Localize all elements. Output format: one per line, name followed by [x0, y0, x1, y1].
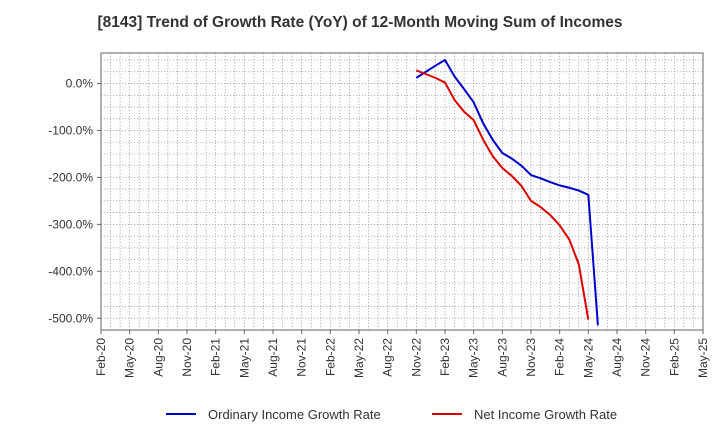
x-tick-label: Nov-21 [295, 338, 309, 377]
x-tick-label: Feb-21 [209, 338, 223, 376]
x-tick-label: May-25 [696, 338, 710, 378]
x-tick-label: Nov-24 [639, 338, 653, 377]
series-line-net-income [415, 69, 590, 320]
x-tick-label: May-24 [581, 338, 595, 378]
y-tick-label: -100.0% [48, 123, 93, 137]
legend-net-income-label: Net Income Growth Rate [474, 407, 617, 422]
x-tick-label: Aug-24 [610, 338, 624, 377]
x-tick-label: Feb-24 [553, 338, 567, 376]
x-tick-label: May-21 [237, 338, 251, 378]
x-tick-label: Nov-23 [524, 338, 538, 377]
series-line-ordinary-income [415, 59, 599, 326]
x-tick-label: Feb-23 [438, 338, 452, 376]
x-tick-label: Feb-22 [323, 338, 337, 376]
x-tick-label: Aug-22 [381, 338, 395, 377]
x-tick-label: May-22 [352, 338, 366, 378]
legend-ordinary-income-label: Ordinary Income Growth Rate [208, 407, 381, 422]
x-tick-label: Aug-21 [266, 338, 280, 377]
x-tick-label: Aug-23 [495, 338, 509, 377]
x-tick-label: Aug-20 [151, 338, 165, 377]
y-tick-label: -500.0% [48, 311, 93, 325]
plot-frame [100, 52, 704, 331]
x-tick-label: May-20 [123, 338, 137, 378]
x-tick-label: Feb-20 [94, 338, 108, 376]
y-tick-label: 0.0% [66, 77, 94, 91]
x-tick-label: Nov-20 [180, 338, 194, 377]
y-tick-label: -300.0% [48, 217, 93, 231]
x-tick-label: Feb-25 [667, 338, 681, 376]
chart-title: [8143] Trend of Growth Rate (YoY) of 12-… [97, 14, 623, 31]
x-tick-label: May-23 [467, 338, 481, 378]
plot-area [101, 53, 703, 330]
x-tick-label: Nov-22 [409, 338, 423, 377]
y-tick-label: -400.0% [48, 264, 93, 278]
y-tick-label: -200.0% [48, 170, 93, 184]
